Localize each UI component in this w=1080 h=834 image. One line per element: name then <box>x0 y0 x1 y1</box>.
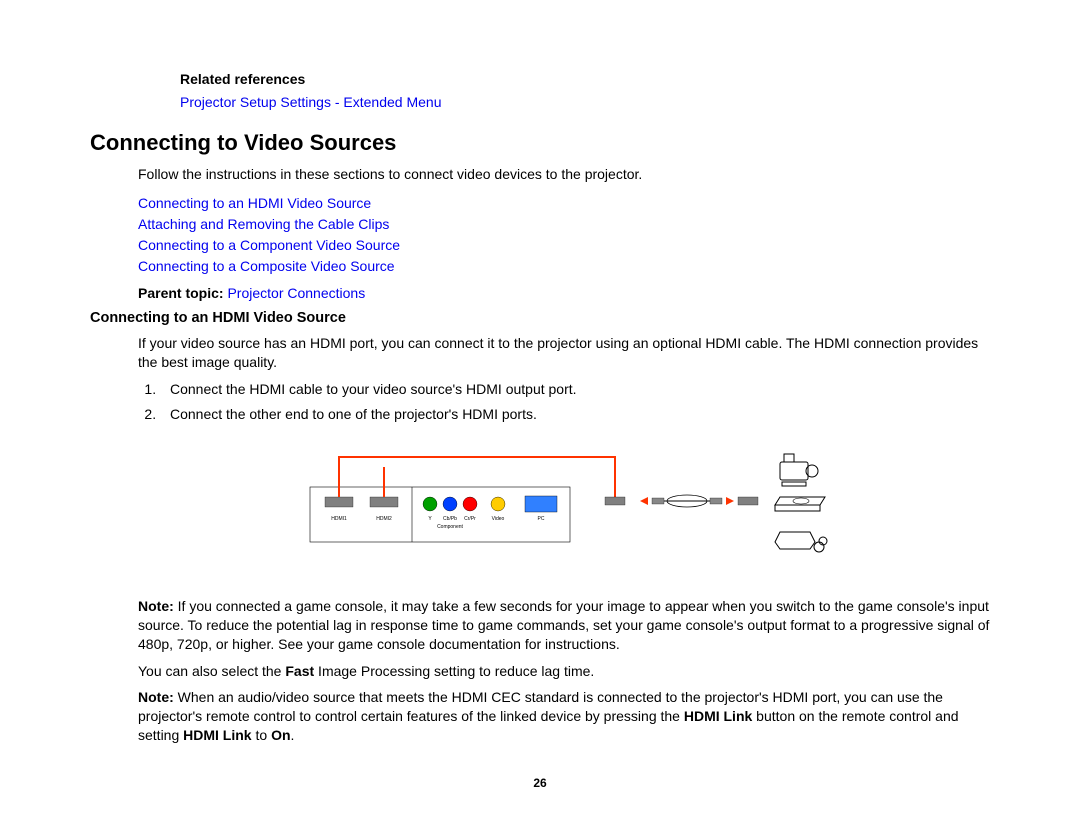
label-hdmi1: HDMI1 <box>331 516 347 522</box>
intro-text: Follow the instructions in these section… <box>138 165 990 184</box>
link-component-source[interactable]: Connecting to a Component Video Source <box>138 236 990 255</box>
camcorder-icon <box>780 454 818 486</box>
link-cable-clips[interactable]: Attaching and Removing the Cable Clips <box>138 215 990 234</box>
svg-text:Video: Video <box>492 516 505 522</box>
page-title: Connecting to Video Sources <box>90 128 990 158</box>
svg-text:Component: Component <box>437 524 463 530</box>
page-number: 26 <box>90 775 990 791</box>
list-item: Connect the other end to one of the proj… <box>160 405 990 424</box>
hdmi-intro-para: If your video source has an HDMI port, y… <box>138 334 990 372</box>
note-hdmi-cec: Note: When an audio/video source that me… <box>138 688 990 745</box>
svg-text:Cb/Pb: Cb/Pb <box>443 516 457 522</box>
link-extended-menu[interactable]: Projector Setup Settings - Extended Menu <box>180 94 441 110</box>
list-item: Connect the HDMI cable to your video sou… <box>160 380 990 399</box>
parent-topic: Parent topic: Projector Connections <box>138 284 990 303</box>
svg-text:PC: PC <box>538 516 545 522</box>
game-console-icon <box>775 532 827 552</box>
fast-processing-para: You can also select the Fast Image Proce… <box>138 662 990 681</box>
note-game-console: Note: If you connected a game console, i… <box>138 597 990 654</box>
step-list: Connect the HDMI cable to your video sou… <box>160 380 990 424</box>
link-projector-connections[interactable]: Projector Connections <box>227 285 365 301</box>
related-references-heading: Related references <box>180 70 990 89</box>
dvd-player-icon <box>775 497 825 511</box>
section-heading: Connecting to an HDMI Video Source <box>90 309 990 329</box>
svg-text:Y: Y <box>428 516 432 522</box>
label-hdmi2: HDMI2 <box>376 516 392 522</box>
svg-text:Cr/Pr: Cr/Pr <box>464 516 476 522</box>
link-hdmi-source[interactable]: Connecting to an HDMI Video Source <box>138 194 990 213</box>
link-composite-source[interactable]: Connecting to a Composite Video Source <box>138 257 990 276</box>
connection-diagram: HDMI1 HDMI2 Y Cb/Pb Cr/Pr Component Vide… <box>90 442 990 577</box>
parent-topic-label: Parent topic: <box>138 285 227 301</box>
